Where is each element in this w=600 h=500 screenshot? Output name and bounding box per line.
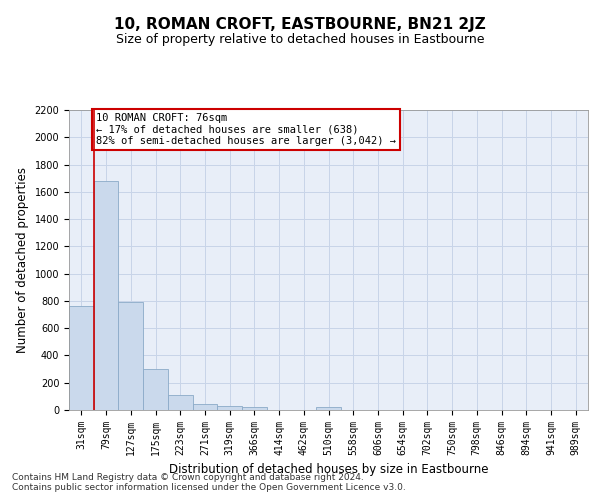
- Text: 10, ROMAN CROFT, EASTBOURNE, BN21 2JZ: 10, ROMAN CROFT, EASTBOURNE, BN21 2JZ: [114, 18, 486, 32]
- Bar: [316, 408, 341, 410]
- Bar: [94, 181, 118, 410]
- Text: Size of property relative to detached houses in Eastbourne: Size of property relative to detached ho…: [116, 32, 484, 46]
- Y-axis label: Number of detached properties: Number of detached properties: [16, 167, 29, 353]
- X-axis label: Distribution of detached houses by size in Eastbourne: Distribution of detached houses by size …: [169, 464, 488, 476]
- Bar: [242, 408, 267, 410]
- Text: Contains public sector information licensed under the Open Government Licence v3: Contains public sector information licen…: [12, 484, 406, 492]
- Text: Contains HM Land Registry data © Crown copyright and database right 2024.: Contains HM Land Registry data © Crown c…: [12, 474, 364, 482]
- Bar: [118, 302, 143, 410]
- Bar: [193, 404, 217, 410]
- Text: 10 ROMAN CROFT: 76sqm
← 17% of detached houses are smaller (638)
82% of semi-det: 10 ROMAN CROFT: 76sqm ← 17% of detached …: [96, 112, 396, 146]
- Bar: [168, 395, 193, 410]
- Bar: [69, 306, 94, 410]
- Bar: [143, 369, 168, 410]
- Bar: [217, 406, 242, 410]
